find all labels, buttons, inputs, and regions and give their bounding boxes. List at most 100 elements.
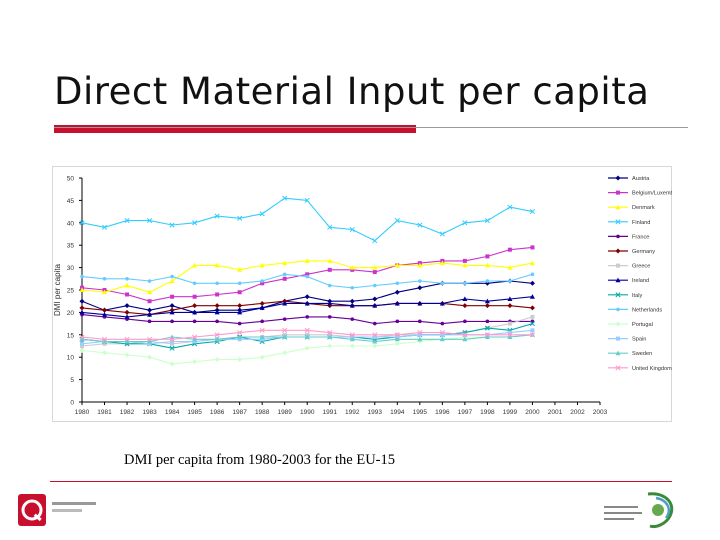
data-point	[372, 338, 378, 344]
data-point	[79, 220, 85, 226]
title-accent-bar	[54, 125, 416, 133]
data-point	[170, 341, 175, 346]
y-tick-label: 0	[70, 400, 74, 407]
data-point	[192, 294, 197, 299]
data-point	[394, 218, 400, 224]
legend-label: France	[632, 234, 649, 240]
data-point	[259, 305, 265, 310]
data-point	[260, 319, 264, 324]
legend-label: Spain	[632, 337, 646, 343]
y-tick-label: 25	[67, 288, 75, 295]
data-point	[327, 224, 333, 230]
data-point	[124, 303, 130, 309]
data-point	[463, 319, 467, 324]
data-point	[124, 338, 130, 344]
legend-label: Sweden	[632, 351, 652, 357]
data-point	[192, 339, 197, 344]
data-point	[372, 283, 377, 288]
data-point	[147, 289, 153, 295]
data-point	[349, 343, 355, 349]
data-point	[237, 309, 243, 315]
data-point	[80, 344, 84, 348]
data-point	[372, 321, 377, 326]
data-point	[237, 337, 242, 342]
data-point	[214, 303, 220, 309]
x-tick-label: 1983	[142, 409, 157, 416]
data-point	[439, 260, 445, 266]
data-point	[147, 341, 152, 346]
x-tick-label: 1993	[368, 409, 383, 416]
data-point	[372, 296, 378, 302]
data-point	[192, 303, 198, 309]
data-point	[124, 314, 130, 319]
data-point	[147, 354, 153, 360]
data-point	[327, 330, 333, 336]
data-point	[615, 219, 621, 225]
data-point	[529, 332, 535, 338]
data-point	[372, 270, 377, 275]
data-point	[394, 262, 400, 268]
data-point	[349, 226, 355, 233]
x-tick-label: 1985	[187, 409, 202, 416]
data-point	[147, 319, 152, 324]
data-point	[304, 300, 310, 306]
data-point	[102, 341, 107, 346]
data-point	[260, 337, 265, 342]
data-point	[462, 262, 468, 268]
legend-label: Finland	[632, 220, 650, 226]
legend-label: Portugal	[632, 322, 653, 328]
data-point	[417, 332, 422, 337]
slide-title: Direct Material Input per capita	[54, 70, 650, 113]
x-tick-label: 1997	[458, 409, 473, 416]
x-tick-label: 1999	[503, 409, 518, 416]
x-tick-label: 2001	[548, 409, 563, 416]
data-point	[169, 303, 175, 309]
data-point	[327, 300, 333, 306]
series-line	[81, 197, 533, 242]
data-point	[147, 312, 153, 317]
data-point	[417, 300, 423, 306]
legend-label: Germany	[632, 249, 655, 255]
data-point	[169, 222, 175, 228]
data-point	[615, 277, 621, 283]
data-point	[440, 321, 445, 326]
data-point	[79, 298, 85, 304]
data-point	[169, 309, 175, 315]
data-point	[507, 265, 513, 270]
data-point	[529, 305, 535, 311]
x-tick-label: 1998	[480, 409, 495, 416]
y-axis-title: DMI per capita	[53, 263, 62, 316]
data-point	[417, 285, 423, 291]
data-point	[394, 336, 400, 342]
x-tick-label: 1991	[323, 409, 338, 416]
data-point	[417, 262, 423, 268]
data-point	[394, 332, 400, 338]
data-point	[282, 195, 288, 201]
x-tick-label: 1981	[97, 409, 112, 416]
data-point	[102, 312, 108, 317]
data-point	[462, 296, 468, 301]
data-point	[237, 303, 243, 309]
data-point	[418, 279, 422, 283]
data-point	[169, 361, 175, 367]
data-point	[304, 197, 310, 203]
data-point	[125, 292, 130, 297]
data-point	[507, 321, 512, 326]
data-point	[507, 204, 513, 210]
data-point	[79, 334, 85, 340]
data-point	[372, 335, 377, 340]
data-point	[327, 343, 333, 349]
data-point	[305, 274, 310, 279]
data-point	[440, 332, 445, 337]
chart-frame	[52, 166, 672, 422]
footer-divider	[50, 481, 672, 482]
x-tick-label: 1986	[210, 409, 225, 416]
institute-logo	[604, 492, 674, 528]
data-point	[615, 248, 621, 254]
data-point	[530, 314, 535, 319]
y-tick-label: 5	[70, 377, 74, 384]
data-point	[102, 307, 108, 313]
data-point	[485, 254, 490, 259]
data-point	[147, 279, 152, 283]
data-point	[192, 336, 198, 342]
